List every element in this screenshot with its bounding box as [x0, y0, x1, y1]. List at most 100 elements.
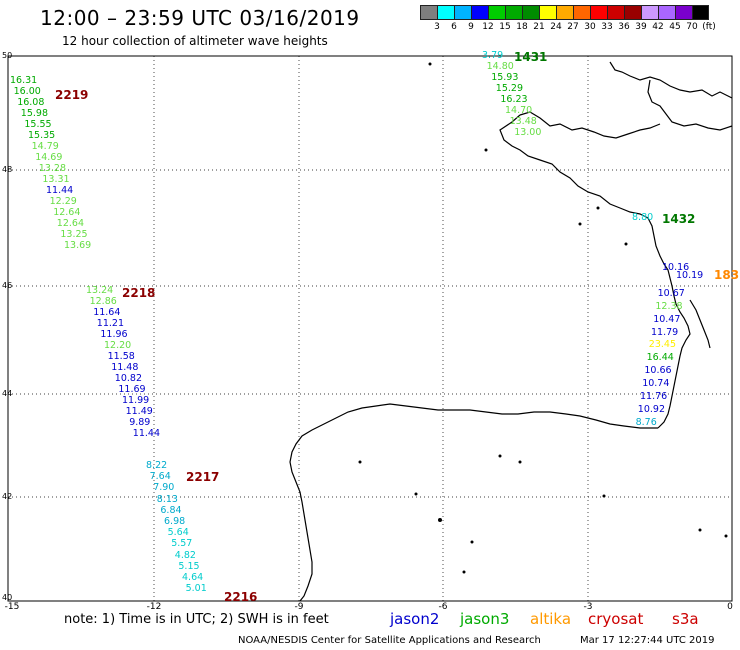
swh-value: 5.15	[178, 560, 200, 572]
swh-value: 12.20	[104, 340, 132, 351]
swh-value: 11.64	[93, 307, 121, 318]
swh-value: 10.82	[114, 373, 142, 384]
colorbar-swatch	[573, 5, 590, 20]
colorbar-swatch	[641, 5, 658, 20]
swh-value: 15.93	[491, 72, 519, 83]
colorbar-swatch	[624, 5, 641, 20]
swh-value: 14.79	[31, 141, 59, 152]
swh-value: 10.66	[644, 365, 672, 377]
swh-value: 8.76	[635, 416, 657, 428]
x-tick-label: -15	[4, 602, 20, 612]
colorbar-swatch	[590, 5, 607, 20]
swh-value: 15.98	[20, 108, 48, 119]
swh-value: 16.23	[500, 94, 528, 105]
colorbar-swatch	[505, 5, 522, 20]
swh-value: 16.31	[10, 75, 38, 86]
credit-text: NOAA/NESDIS Center for Satellite Applica…	[238, 635, 541, 646]
colorbar-labels: 3 6 9 12 15 18 21 24 27 30 33 36 39 42 45 70 (ft)	[420, 22, 740, 36]
colorbar	[420, 5, 709, 20]
colorbar-label: 27	[567, 22, 579, 32]
colorbar-label: 45	[669, 22, 681, 32]
coast-islands	[358, 62, 728, 574]
x-tick-label: -6	[438, 602, 448, 612]
colorbar-swatch	[692, 5, 709, 20]
swh-value: 11.49	[125, 406, 153, 417]
colorbar-label: 18	[516, 22, 528, 32]
colorbar-swatch	[471, 5, 488, 20]
swh-value: 7.64	[149, 471, 171, 483]
colorbar-swatch	[556, 5, 573, 20]
swh-value: 13.28	[38, 163, 66, 174]
swh-value: 13.25	[60, 229, 88, 240]
swh-value: 11.58	[107, 351, 135, 362]
coastline-gironde	[689, 299, 711, 349]
colorbar-label: 12	[482, 22, 494, 32]
swh-value: 10.47	[653, 313, 681, 325]
colorbar-swatch	[675, 5, 692, 20]
swh-value: 11.79	[651, 326, 679, 338]
colorbar-swatch	[488, 5, 505, 20]
y-tick-label: 42	[2, 492, 13, 501]
legend-s3a: s3a	[672, 610, 699, 628]
swh-value: 13.69	[64, 240, 92, 251]
legend-jason3: jason3	[460, 610, 510, 628]
x-tick-label: -12	[146, 602, 162, 612]
y-tick-label: 46	[2, 281, 13, 290]
swh-value: 15.35	[28, 130, 56, 141]
colorbar-label: 30	[584, 22, 596, 32]
pass-time-label: 2218	[122, 286, 156, 300]
swh-value: 7.90	[153, 482, 175, 494]
pass-time-label: 1431	[514, 50, 548, 64]
swh-value: 5.01	[185, 583, 207, 595]
swh-value: 6.84	[160, 504, 182, 516]
pass-time-label: 2219	[55, 88, 89, 102]
swh-value: 8.13	[156, 493, 178, 505]
swh-value: 10.74	[642, 378, 670, 390]
swh-value: 11.44	[46, 185, 74, 196]
colorbar-swatch	[420, 5, 437, 20]
legend-jason2: jason2	[390, 610, 440, 628]
pass-time-label: 2216	[224, 590, 258, 604]
swh-value: 14.80	[486, 61, 514, 72]
swh-value: 15.55	[24, 119, 52, 130]
swh-value: 12.64	[56, 218, 84, 229]
swh-value: 8.80	[632, 212, 654, 223]
swh-value: 11.69	[118, 384, 146, 395]
colorbar-label: 36	[618, 22, 630, 32]
pass-time-label: 2217	[186, 470, 220, 484]
swh-value: 10.19	[676, 270, 704, 281]
colorbar-label: 6	[451, 22, 457, 32]
legend-cryosat: cryosat	[588, 610, 644, 628]
colorbar-label: (ft)	[702, 22, 716, 32]
swh-value: 9.89	[129, 417, 151, 428]
swh-value: 5.64	[167, 527, 189, 539]
y-tick-label: 48	[2, 165, 13, 174]
gridlines	[8, 56, 732, 601]
colorbar-swatch	[437, 5, 454, 20]
swh-value: 11.48	[111, 362, 139, 373]
swh-value: 11.76	[640, 391, 668, 402]
footer-note: note: 1) Time is in UTC; 2) SWH is in fe…	[64, 612, 329, 627]
generated-timestamp: Mar 17 12:27:44 UTC 2019	[580, 635, 715, 646]
swh-value: 13.00	[514, 127, 542, 138]
swh-value: 14.70	[505, 105, 533, 116]
colorbar-swatch	[607, 5, 624, 20]
swh-value: 11.99	[122, 395, 150, 406]
swh-value: 12.38	[655, 300, 683, 312]
coastline-spain-north	[289, 403, 658, 602]
swh-value: 12.86	[89, 296, 117, 307]
swh-value: 12.29	[49, 196, 77, 207]
coastline-normandy	[647, 79, 733, 131]
swh-value: 10.67	[657, 287, 685, 299]
swh-value: 15.29	[495, 83, 523, 94]
swh-value: 8.22	[146, 460, 168, 471]
map-subtitle: 12 hour collection of altimeter wave hei…	[62, 34, 328, 48]
swh-value: 16.00	[13, 86, 41, 97]
colorbar-label: 39	[635, 22, 647, 32]
pass-time-label: 183	[714, 268, 740, 282]
colorbar-swatch	[454, 5, 471, 20]
colorbar-swatch	[658, 5, 675, 20]
swh-value: 12.64	[53, 207, 81, 218]
y-tick-label: 40	[2, 593, 13, 602]
